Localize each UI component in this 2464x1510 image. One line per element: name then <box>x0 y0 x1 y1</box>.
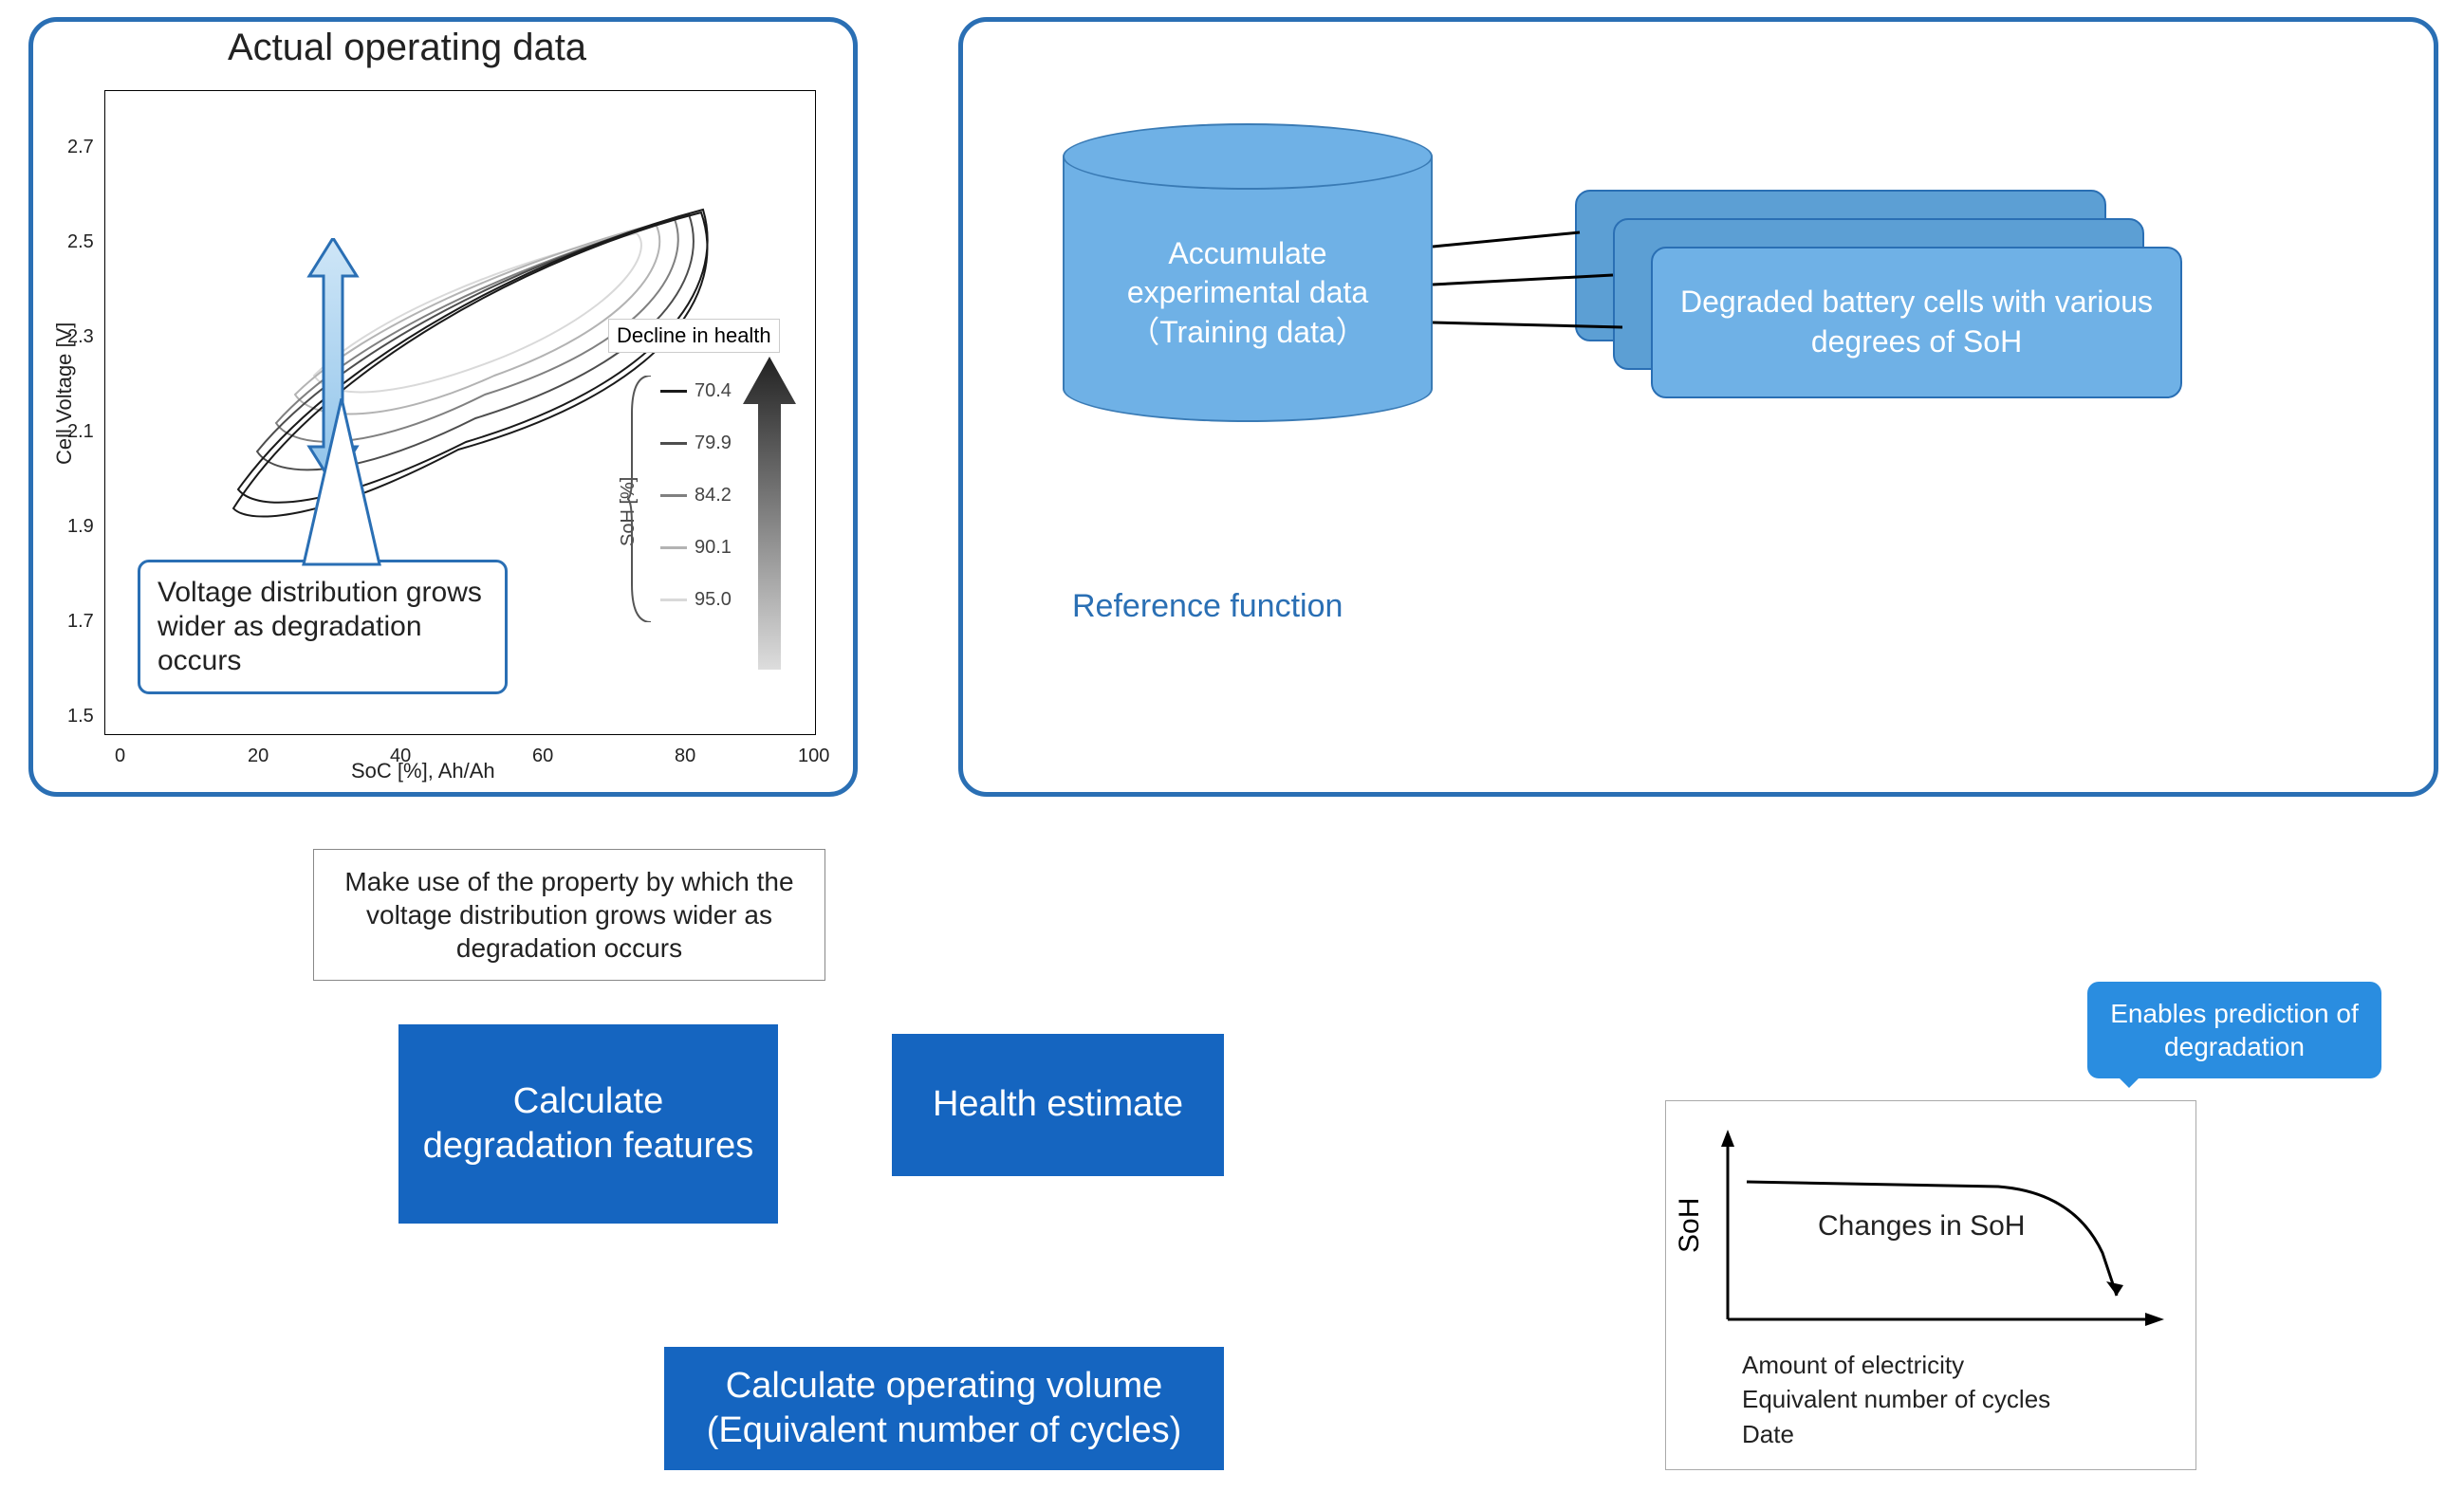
card-front: Degraded battery cells with various degr… <box>1651 247 2182 398</box>
soh-value: 79.9 <box>660 433 732 454</box>
y-axis-label: Cell Voltage [V] <box>52 322 77 465</box>
x-axis-label: SoC [%], Ah/Ah <box>351 759 495 783</box>
callout-pointer-icon <box>294 398 389 588</box>
reference-function-label: Reference function <box>1072 588 1343 625</box>
soh-value: 95.0 <box>660 589 732 611</box>
decline-label: Decline in health <box>608 319 780 353</box>
x-tick: 20 <box>248 746 269 767</box>
brace-icon <box>627 376 656 622</box>
mini-y-label: SoH <box>1674 1198 1706 1253</box>
soh-value: 84.2 <box>660 485 732 506</box>
x-tick: 0 <box>115 746 125 767</box>
db-text: Accumulate experimental data （Training d… <box>1084 234 1412 353</box>
health-estimate-box: Health estimate <box>892 1034 1224 1176</box>
cards-text: Degraded battery cells with various degr… <box>1668 283 2165 361</box>
prediction-speech: Enables prediction of degradation <box>2087 982 2381 1078</box>
mini-x-caption: Amount of electricity Equivalent number … <box>1742 1348 2050 1451</box>
soh-mini-chart: SoH Changes in SoH Amount of electricity… <box>1665 1100 2196 1470</box>
left-panel-title: Actual operating data <box>228 27 586 69</box>
y-tick: 1.5 <box>67 706 94 727</box>
property-note: Make use of the property by which the vo… <box>313 849 825 981</box>
y-tick: 2.7 <box>67 137 94 158</box>
y-tick: 2.5 <box>67 231 94 253</box>
database-icon: Accumulate experimental data （Training d… <box>1063 123 1433 422</box>
x-tick: 100 <box>798 746 829 767</box>
connector-icon <box>1433 209 1622 379</box>
soh-value: 90.1 <box>660 537 732 559</box>
y-tick: 1.7 <box>67 611 94 633</box>
mini-chart-title: Changes in SoH <box>1818 1210 2025 1243</box>
decline-arrow-icon <box>741 357 798 670</box>
x-tick: 60 <box>532 746 553 767</box>
calc-features-box: Calculate degradation features <box>398 1024 778 1224</box>
x-tick: 80 <box>675 746 695 767</box>
y-tick: 1.9 <box>67 516 94 538</box>
calc-volume-box: Calculate operating volume (Equivalent n… <box>664 1347 1224 1470</box>
soh-value: 70.4 <box>660 380 732 402</box>
